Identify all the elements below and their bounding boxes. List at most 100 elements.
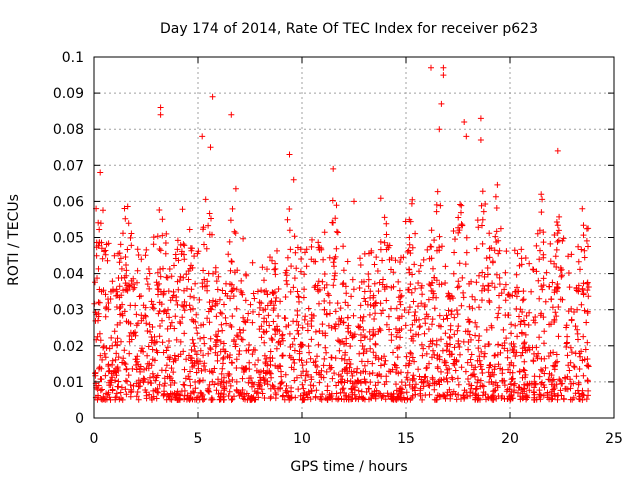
data-point — [207, 346, 214, 353]
data-point — [162, 380, 168, 387]
data-point — [466, 331, 473, 338]
data-point — [125, 372, 132, 379]
data-point — [478, 202, 485, 209]
data-point — [420, 256, 427, 263]
data-point — [199, 133, 206, 140]
data-point — [189, 336, 196, 343]
data-point — [311, 284, 318, 291]
data-point — [291, 335, 298, 342]
data-point — [160, 308, 167, 315]
data-point — [492, 352, 499, 359]
data-point — [365, 385, 372, 392]
data-point — [231, 228, 238, 235]
data-point — [201, 360, 208, 367]
data-point — [512, 322, 519, 329]
data-point — [269, 257, 275, 264]
data-point — [95, 299, 102, 306]
data-point — [489, 258, 496, 265]
data-point — [226, 238, 233, 245]
data-point — [454, 327, 461, 334]
data-point — [172, 313, 179, 320]
x-axis-label: GPS time / hours — [290, 459, 407, 475]
data-point — [209, 378, 216, 385]
data-point — [354, 365, 361, 372]
data-point — [377, 327, 384, 334]
data-point — [156, 207, 163, 213]
points-layer — [91, 64, 592, 403]
data-point — [358, 358, 365, 365]
data-point — [308, 388, 315, 395]
data-point — [486, 254, 493, 261]
data-point — [227, 267, 234, 274]
data-point — [351, 198, 357, 205]
data-point — [220, 391, 227, 398]
data-point — [366, 311, 373, 318]
data-point — [268, 335, 275, 342]
data-point — [310, 258, 317, 265]
data-point — [450, 388, 457, 395]
data-point — [124, 246, 131, 253]
data-point — [455, 391, 462, 398]
data-point — [383, 321, 390, 328]
data-point — [419, 396, 426, 403]
data-point — [415, 366, 422, 373]
data-point — [346, 364, 353, 371]
data-point — [275, 339, 282, 346]
y-tick-label: 0.08 — [53, 122, 84, 138]
data-point — [321, 355, 328, 362]
data-point — [292, 249, 299, 256]
data-point — [195, 248, 202, 255]
data-point — [497, 365, 504, 372]
data-point — [565, 253, 572, 260]
data-point — [99, 255, 106, 262]
data-point — [356, 285, 363, 291]
data-point — [120, 230, 126, 237]
data-point — [342, 349, 349, 356]
data-point — [294, 288, 301, 295]
data-point — [407, 396, 414, 403]
data-point — [211, 365, 218, 372]
data-point — [310, 382, 317, 389]
data-point — [519, 309, 526, 315]
data-point — [122, 215, 129, 222]
data-point — [229, 313, 236, 320]
data-point — [458, 302, 465, 309]
data-point — [277, 380, 284, 387]
data-point — [479, 392, 486, 399]
data-point — [368, 395, 375, 401]
data-point — [356, 324, 362, 331]
data-point — [486, 379, 493, 386]
data-point — [201, 340, 208, 347]
data-point — [357, 314, 364, 321]
data-point — [420, 378, 427, 385]
data-point — [187, 265, 194, 272]
data-point — [515, 288, 522, 295]
data-point — [222, 290, 229, 297]
data-point — [138, 256, 145, 263]
data-point — [552, 359, 559, 366]
data-point — [524, 394, 531, 401]
data-point — [526, 309, 533, 316]
data-point — [459, 222, 466, 229]
data-point — [258, 334, 265, 341]
data-point — [404, 369, 411, 376]
data-point — [371, 280, 378, 287]
data-point — [486, 341, 492, 348]
data-point — [121, 308, 128, 315]
data-point — [460, 294, 467, 301]
data-point — [474, 379, 481, 386]
data-point — [494, 314, 501, 321]
data-point — [94, 333, 101, 340]
data-point — [417, 262, 424, 269]
data-point — [558, 273, 565, 280]
data-point — [99, 356, 106, 363]
data-point — [521, 339, 528, 346]
data-point — [514, 250, 521, 257]
data-point — [533, 242, 540, 249]
data-point — [473, 385, 480, 392]
data-point — [116, 305, 123, 312]
data-point — [238, 277, 245, 284]
data-point — [461, 387, 468, 394]
data-point — [319, 391, 326, 398]
